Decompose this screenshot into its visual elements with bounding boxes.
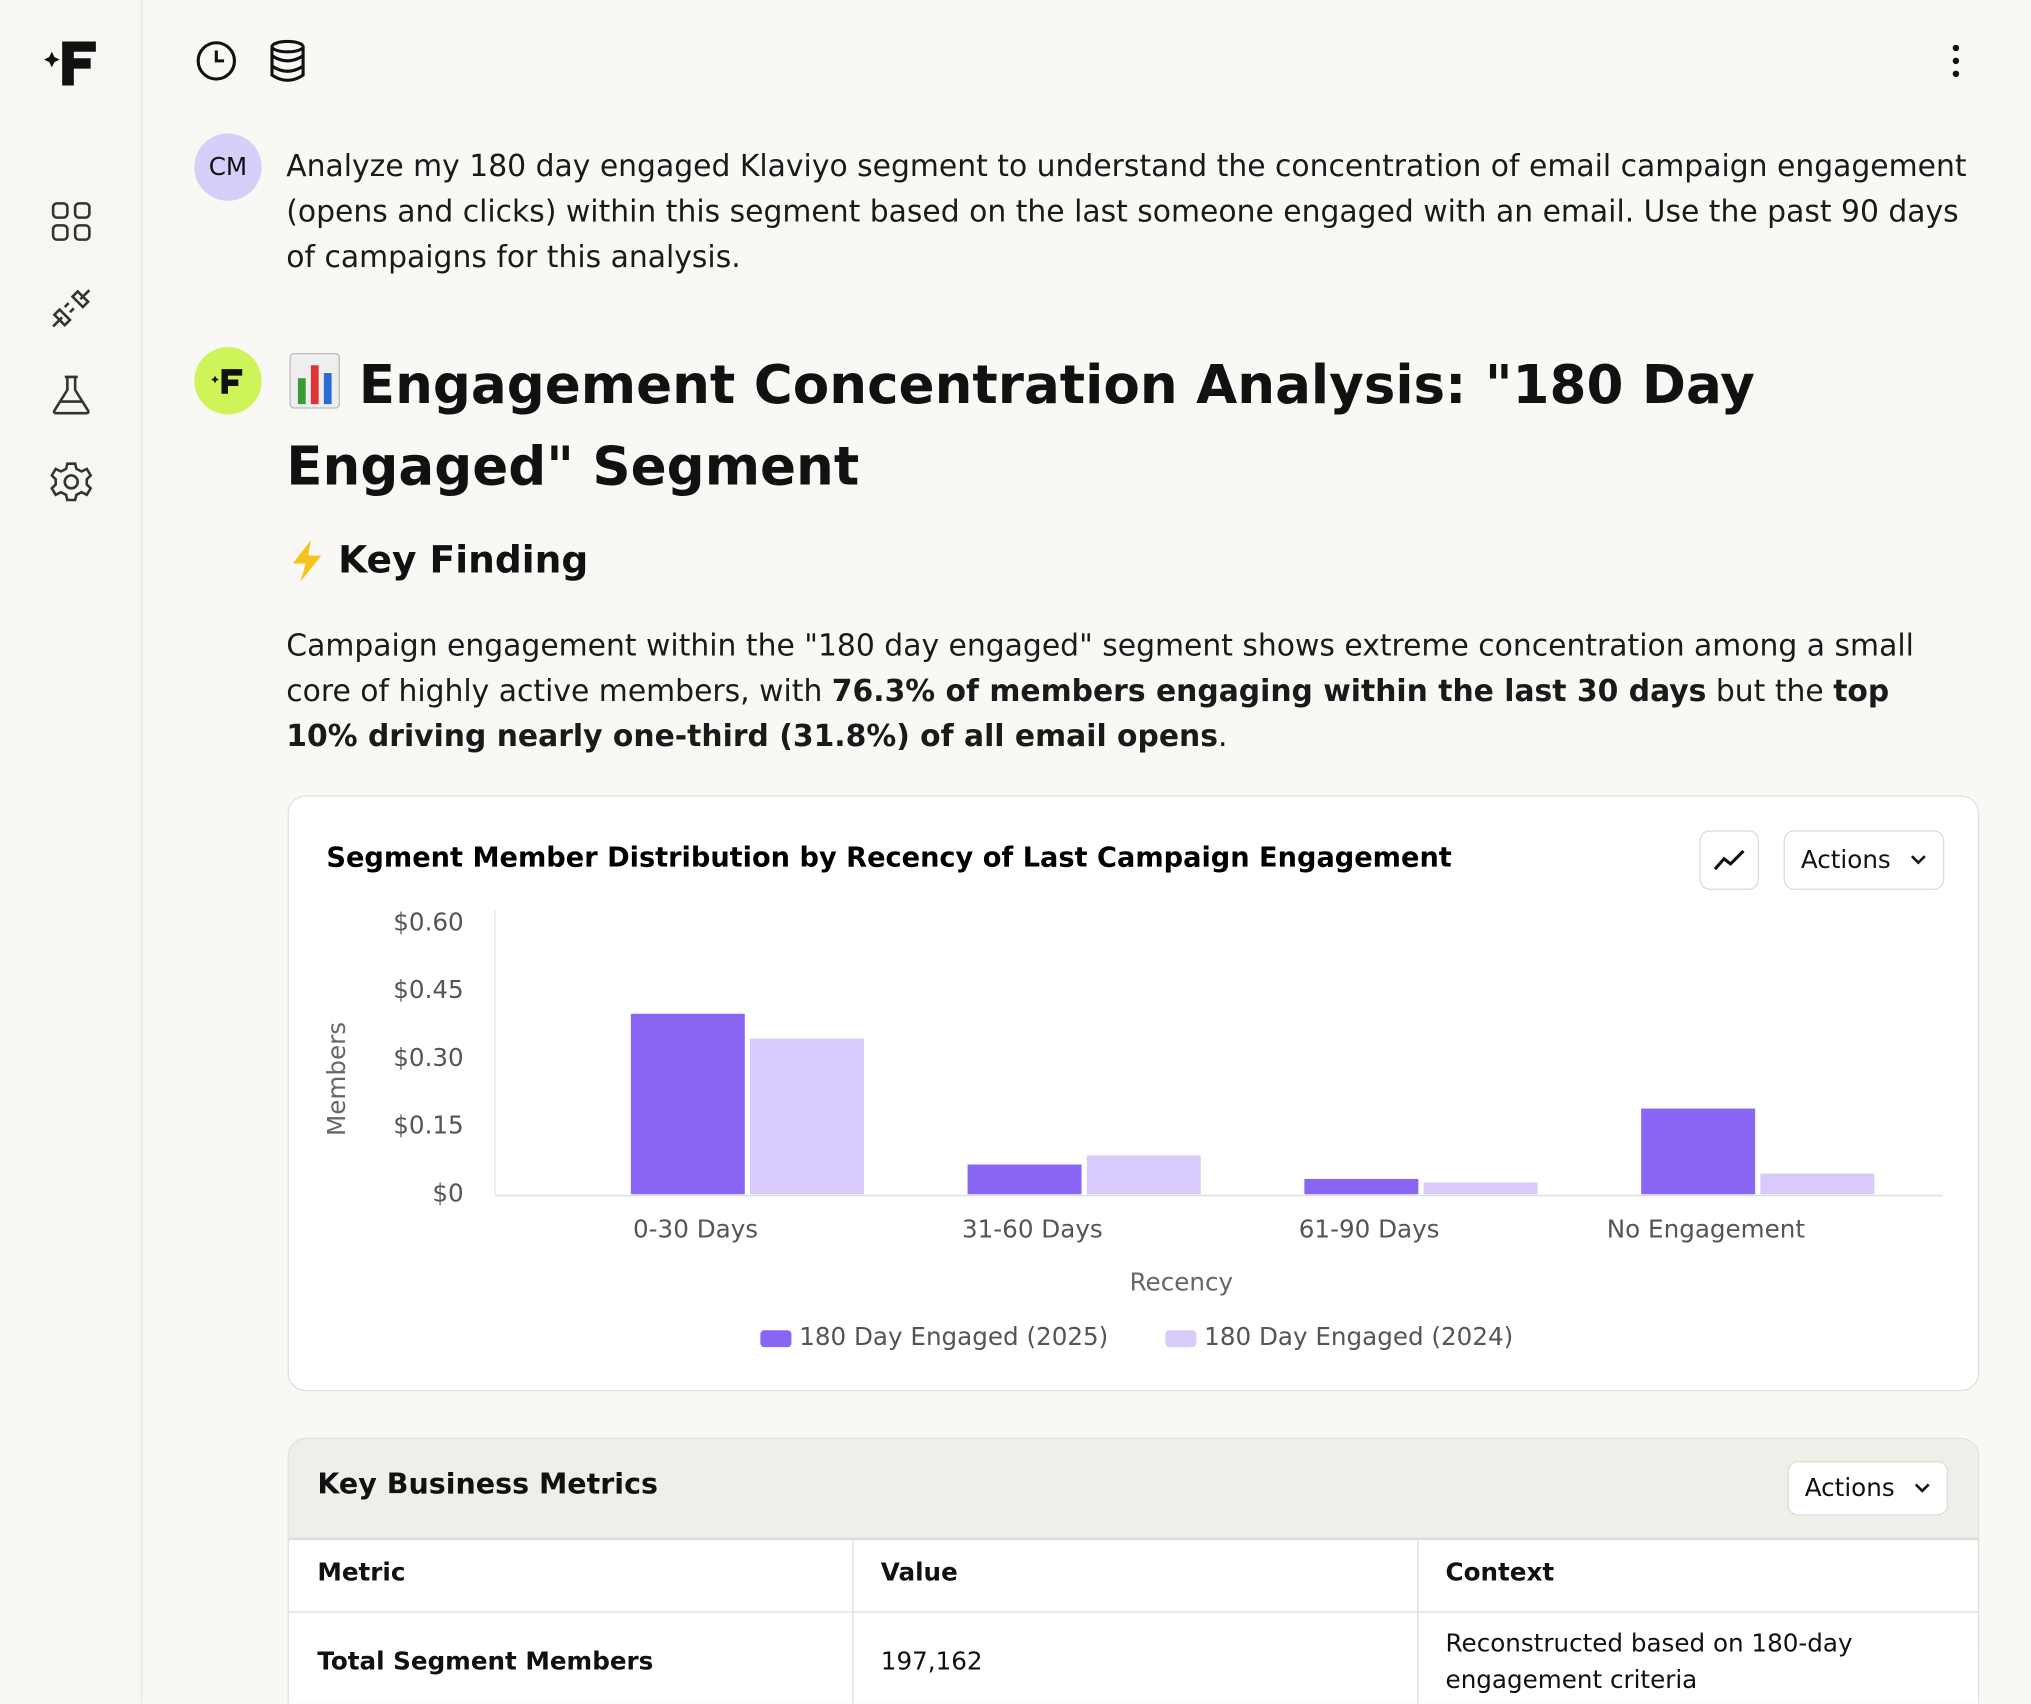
- user-avatar: CM: [194, 133, 262, 201]
- actions-label: Actions: [1800, 845, 1891, 875]
- y-tick-label: $0: [432, 1178, 463, 1207]
- bold-text: top 10% driving nearly one-third (31.8%)…: [286, 674, 1890, 754]
- row-divider: [288, 1611, 1978, 1613]
- finding-paragraph: Campaign engagement within the "180 day …: [286, 624, 1970, 760]
- column-header: Metric: [317, 1558, 406, 1587]
- bar: [630, 1013, 745, 1195]
- section-heading: Key Finding: [338, 537, 589, 582]
- bold-text: 76.3% of members engaging within the las…: [831, 674, 1707, 709]
- y-axis-label: Members: [322, 1022, 351, 1136]
- user-message: Analyze my 180 day engaged Klaviyo segme…: [286, 150, 1967, 275]
- bar: [1760, 1173, 1875, 1195]
- x-tick-label: No Engagement: [1607, 1215, 1806, 1244]
- assistant-avatar: [194, 347, 262, 415]
- sidebar: [0, 0, 143, 1704]
- column-divider: [852, 1540, 854, 1704]
- chart-title: Segment Member Distribution by Recency o…: [326, 842, 1451, 873]
- y-tick-label: $0.15: [393, 1111, 463, 1140]
- table-title: Key Business Metrics: [317, 1468, 658, 1502]
- chart: Segment Member Distribution by Recency o…: [322, 842, 1943, 1351]
- column-divider: [1417, 1540, 1419, 1704]
- lightning-emoji: [292, 540, 322, 582]
- bar: [1304, 1178, 1419, 1195]
- lab-icon[interactable]: [49, 373, 93, 417]
- x-tick-label: 61-90 Days: [1299, 1215, 1440, 1244]
- database-icon[interactable]: [266, 39, 310, 83]
- table-cell: Reconstructed based on 180-day engagemen…: [1445, 1629, 1853, 1695]
- table-header: Key Business Metrics Actions: [288, 1439, 1978, 1541]
- x-tick-label: 31-60 Days: [962, 1215, 1103, 1244]
- text: .: [1217, 720, 1228, 754]
- response-title: Engagement Concentration Analysis: "180 …: [286, 353, 1755, 498]
- actions-label: Actions: [1804, 1474, 1895, 1503]
- table-cell: Total Segment Members: [317, 1647, 654, 1677]
- chart-emoji: [289, 352, 341, 409]
- legend-swatch: [1165, 1330, 1197, 1348]
- column-header: Value: [880, 1558, 958, 1587]
- more-menu[interactable]: [1943, 41, 1969, 80]
- legend-label: 180 Day Engaged (2025): [799, 1322, 1108, 1351]
- actions-button[interactable]: Actions: [1787, 1461, 1949, 1516]
- history-icon[interactable]: [194, 39, 238, 83]
- table-card: Key Business Metrics Actions Metric Value…: [287, 1437, 1980, 1704]
- column-header: Context: [1445, 1558, 1555, 1587]
- bar: [1423, 1182, 1538, 1195]
- table-cell: 197,162: [880, 1647, 983, 1677]
- y-tick-label: $0.45: [393, 975, 463, 1004]
- dashboard-icon[interactable]: [49, 199, 93, 243]
- integrations-icon[interactable]: [49, 286, 93, 330]
- bar: [749, 1038, 864, 1195]
- y-tick-label: $0.30: [393, 1043, 463, 1072]
- bar: [1086, 1155, 1201, 1195]
- text: but the: [1706, 674, 1834, 709]
- legend-swatch: [760, 1330, 792, 1348]
- legend-label: 180 Day Engaged (2024): [1204, 1322, 1513, 1351]
- chart-type-button[interactable]: [1699, 830, 1760, 890]
- x-axis-label: Recency: [1130, 1268, 1234, 1297]
- bar: [967, 1164, 1082, 1195]
- bar: [1641, 1108, 1756, 1195]
- chart-card: Actions: [287, 795, 1980, 1392]
- settings-icon[interactable]: [49, 460, 93, 504]
- x-tick-label: 0-30 Days: [633, 1215, 758, 1244]
- logo[interactable]: [41, 39, 101, 88]
- text: Campaign engagement within the "180 day …: [286, 629, 1914, 709]
- y-tick-label: $0.60: [393, 908, 463, 937]
- actions-button[interactable]: Actions: [1783, 830, 1945, 890]
